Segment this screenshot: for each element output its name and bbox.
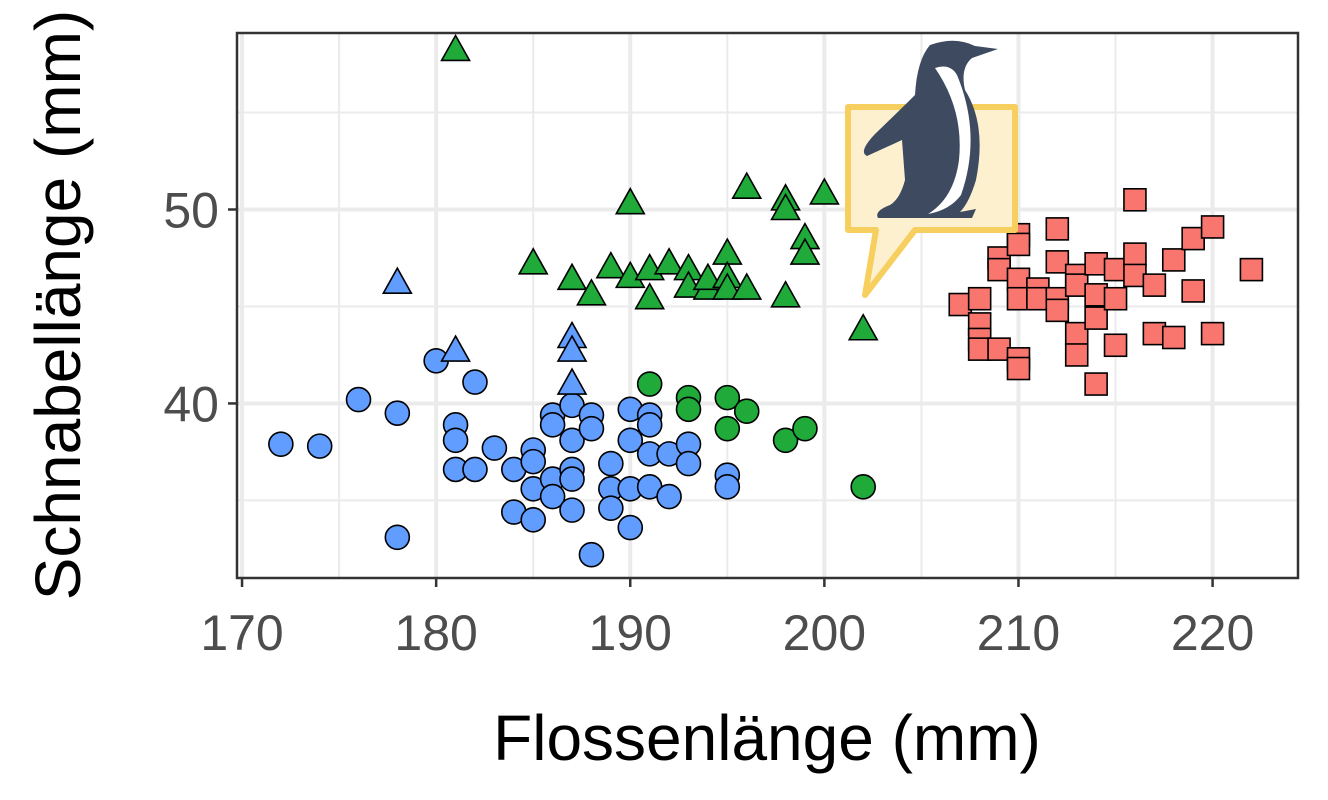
- data-point-square: [1064, 343, 1089, 367]
- data-point-triangle: [440, 33, 471, 62]
- data-point-triangle: [653, 247, 685, 275]
- data-point-circle: [559, 427, 585, 454]
- data-point-circle: [733, 398, 760, 425]
- data-point-square: [1006, 356, 1031, 381]
- x-tick-label: 210: [977, 605, 1060, 661]
- data-point-square: [1045, 250, 1070, 274]
- data-point-circle: [598, 450, 624, 477]
- data-point-square: [1006, 232, 1031, 257]
- data-point-circle: [792, 415, 818, 442]
- plot-panel-border: [235, 31, 1300, 580]
- data-point-circle: [520, 507, 547, 533]
- data-point-circle: [636, 411, 663, 438]
- data-point-square: [1200, 321, 1225, 346]
- data-point-triangle: [711, 272, 743, 300]
- data-point-triangle: [847, 313, 879, 341]
- y-tick-label: 40: [163, 376, 219, 432]
- data-point-circle: [442, 427, 469, 454]
- x-tick-label: 170: [200, 605, 283, 661]
- data-point-square: [1103, 286, 1128, 311]
- data-point-triangle: [556, 367, 588, 395]
- axis-ticks: 170 180 190 200 210 220 40 50: [163, 182, 1254, 661]
- x-tick-label: 190: [589, 605, 672, 661]
- data-point-circle: [617, 427, 644, 454]
- data-point-circle: [559, 466, 585, 492]
- data-point-triangle: [770, 192, 801, 221]
- data-point-square: [1239, 257, 1264, 282]
- data-point-circle: [481, 435, 508, 461]
- data-point-square: [967, 286, 992, 311]
- data-point-square: [1123, 242, 1147, 266]
- data-points: [268, 33, 1264, 568]
- data-point-triangle: [381, 266, 413, 294]
- data-point-circle: [850, 474, 876, 500]
- data-point-square: [1084, 306, 1108, 330]
- x-tick-label: 180: [394, 605, 477, 661]
- data-point-square: [1161, 325, 1186, 350]
- y-axis-label: Schnabellänge (mm): [22, 10, 94, 601]
- x-axis-label: Flossenlänge (mm): [493, 702, 1041, 774]
- data-point-triangle: [789, 237, 821, 265]
- data-point-square: [1123, 187, 1147, 212]
- data-point-circle: [598, 495, 624, 521]
- data-point-triangle: [770, 280, 801, 308]
- data-point-square: [1103, 333, 1128, 358]
- data-point-square: [1045, 298, 1070, 323]
- y-tick-label: 50: [163, 182, 219, 238]
- data-point-triangle: [517, 247, 549, 275]
- data-point-triangle: [634, 282, 666, 310]
- data-point-circle: [714, 474, 741, 500]
- penguin-logo: [845, 40, 1018, 298]
- data-point-triangle: [556, 334, 588, 362]
- data-point-circle: [714, 384, 741, 411]
- data-point-circle: [268, 431, 294, 457]
- data-point-triangle: [809, 177, 840, 205]
- data-point-circle: [578, 415, 605, 442]
- x-tick-label: 200: [783, 605, 866, 661]
- data-point-triangle: [576, 278, 607, 306]
- data-point-circle: [675, 396, 702, 423]
- data-point-triangle: [673, 270, 704, 298]
- grid: [237, 33, 1298, 578]
- data-point-square: [1161, 248, 1186, 272]
- data-point-triangle: [731, 272, 763, 300]
- data-point-circle: [539, 411, 566, 438]
- data-point-triangle: [440, 334, 471, 362]
- data-point-circle: [636, 371, 663, 397]
- data-point-circle: [578, 541, 605, 568]
- data-point-square: [1181, 279, 1205, 303]
- data-point-triangle: [731, 171, 763, 199]
- data-point-triangle: [614, 260, 646, 289]
- data-point-circle: [345, 386, 372, 413]
- x-tick-label: 220: [1171, 605, 1254, 661]
- data-point-circle: [772, 427, 799, 454]
- data-point-square: [1045, 217, 1070, 241]
- penguin-belly: [928, 66, 971, 214]
- data-point-square: [1084, 372, 1108, 396]
- data-point-circle: [617, 514, 644, 541]
- data-point-triangle: [556, 262, 588, 291]
- data-point-circle: [520, 448, 547, 475]
- data-point-circle: [384, 400, 411, 426]
- data-point-circle: [656, 483, 682, 510]
- data-point-circle: [559, 497, 585, 523]
- data-point-triangle: [595, 251, 627, 279]
- data-point-circle: [306, 433, 333, 459]
- data-point-square: [1200, 215, 1225, 239]
- data-point-circle: [539, 483, 566, 510]
- data-point-circle: [714, 415, 741, 442]
- data-point-square: [1142, 273, 1167, 297]
- data-point-circle: [675, 450, 702, 477]
- data-point-triangle: [614, 187, 646, 215]
- data-point-circle: [462, 456, 488, 483]
- data-point-circle: [384, 524, 411, 551]
- data-point-circle: [462, 369, 488, 395]
